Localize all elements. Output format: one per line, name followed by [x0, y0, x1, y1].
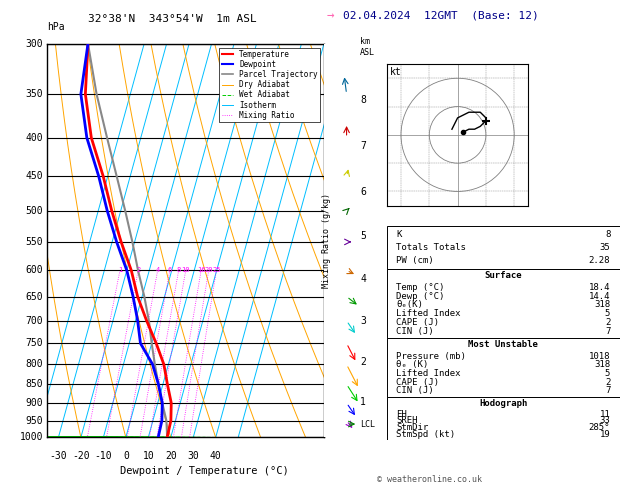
Text: Dewpoint / Temperature (°C): Dewpoint / Temperature (°C) [120, 466, 288, 476]
Text: 02.04.2024  12GMT  (Base: 12): 02.04.2024 12GMT (Base: 12) [343, 11, 538, 20]
Text: 10: 10 [182, 267, 190, 274]
Text: 300: 300 [25, 39, 43, 49]
Text: hPa: hPa [47, 21, 65, 32]
Text: 20: 20 [165, 451, 177, 461]
Text: 4: 4 [360, 274, 366, 284]
Text: CIN (J): CIN (J) [396, 386, 434, 395]
Text: kt: kt [389, 67, 401, 77]
Text: →: → [326, 9, 334, 22]
Text: 7: 7 [605, 327, 610, 336]
Text: 318: 318 [594, 361, 610, 369]
Text: 10: 10 [142, 451, 154, 461]
Text: 40: 40 [210, 451, 221, 461]
Text: StmDir: StmDir [396, 423, 428, 432]
Text: 25: 25 [212, 267, 221, 274]
Text: Lifted Index: Lifted Index [396, 369, 460, 378]
Text: 1: 1 [360, 398, 366, 407]
Text: © weatheronline.co.uk: © weatheronline.co.uk [377, 474, 482, 484]
Text: Temp (°C): Temp (°C) [396, 283, 445, 292]
Text: 18.4: 18.4 [589, 283, 610, 292]
Text: -10: -10 [94, 451, 112, 461]
Text: 450: 450 [25, 171, 43, 181]
Text: 2.28: 2.28 [589, 256, 610, 265]
Text: 8: 8 [177, 267, 181, 274]
Text: 3: 3 [360, 316, 366, 326]
Legend: Temperature, Dewpoint, Parcel Trajectory, Dry Adiabat, Wet Adiabat, Isotherm, Mi: Temperature, Dewpoint, Parcel Trajectory… [220, 48, 320, 122]
Text: 30: 30 [187, 451, 199, 461]
Text: 550: 550 [25, 237, 43, 247]
Text: 7: 7 [605, 386, 610, 395]
Text: 20: 20 [204, 267, 213, 274]
Text: 950: 950 [25, 416, 43, 426]
Text: 900: 900 [25, 398, 43, 408]
Text: Surface: Surface [484, 271, 522, 280]
Text: 1: 1 [118, 267, 122, 274]
Text: 6: 6 [168, 267, 172, 274]
Text: km
ASL: km ASL [360, 37, 375, 57]
Text: CAPE (J): CAPE (J) [396, 318, 439, 327]
Text: 500: 500 [25, 206, 43, 216]
Text: 800: 800 [25, 360, 43, 369]
Text: CIN (J): CIN (J) [396, 327, 434, 336]
Text: LCL: LCL [360, 419, 375, 429]
Text: 285°: 285° [589, 423, 610, 432]
Text: Totals Totals: Totals Totals [396, 243, 466, 252]
Text: 4: 4 [155, 267, 160, 274]
Text: θₑ (K): θₑ (K) [396, 361, 428, 369]
Text: 33: 33 [599, 417, 610, 425]
Text: 1000: 1000 [19, 433, 43, 442]
Text: 2: 2 [605, 378, 610, 386]
Text: 35: 35 [599, 243, 610, 252]
Text: 16: 16 [197, 267, 206, 274]
FancyBboxPatch shape [387, 269, 620, 338]
Text: -20: -20 [72, 451, 90, 461]
Text: K: K [396, 230, 401, 239]
Text: 5: 5 [605, 310, 610, 318]
Text: SREH: SREH [396, 417, 418, 425]
Text: 7: 7 [360, 141, 366, 151]
Text: 5: 5 [360, 231, 366, 241]
Text: 700: 700 [25, 316, 43, 326]
Text: 19: 19 [599, 430, 610, 439]
Text: Mixing Ratio (g/kg): Mixing Ratio (g/kg) [322, 193, 331, 288]
Text: Most Unstable: Most Unstable [468, 340, 538, 349]
Text: 6: 6 [360, 187, 366, 197]
Text: θₑ(K): θₑ(K) [396, 300, 423, 310]
Text: 5: 5 [605, 369, 610, 378]
Text: 8: 8 [360, 95, 366, 104]
Text: 400: 400 [25, 133, 43, 143]
Text: 1018: 1018 [589, 352, 610, 361]
Text: CAPE (J): CAPE (J) [396, 378, 439, 386]
Text: 14.4: 14.4 [589, 292, 610, 300]
Text: Hodograph: Hodograph [479, 399, 527, 408]
Text: 750: 750 [25, 338, 43, 348]
Text: 2: 2 [136, 267, 140, 274]
Text: 350: 350 [25, 89, 43, 99]
Text: Pressure (mb): Pressure (mb) [396, 352, 466, 361]
Text: 32°38'N  343°54'W  1m ASL: 32°38'N 343°54'W 1m ASL [88, 14, 257, 24]
Text: StmSpd (kt): StmSpd (kt) [396, 430, 455, 439]
Text: 8: 8 [605, 230, 610, 239]
FancyBboxPatch shape [387, 226, 620, 269]
Text: 650: 650 [25, 292, 43, 301]
Text: 11: 11 [599, 410, 610, 419]
Text: 850: 850 [25, 379, 43, 389]
Text: 318: 318 [594, 300, 610, 310]
Text: 0: 0 [123, 451, 129, 461]
Text: EH: EH [396, 410, 407, 419]
Text: 2: 2 [605, 318, 610, 327]
Text: Lifted Index: Lifted Index [396, 310, 460, 318]
FancyBboxPatch shape [387, 338, 620, 397]
Text: Dewp (°C): Dewp (°C) [396, 292, 445, 300]
Text: PW (cm): PW (cm) [396, 256, 434, 265]
Text: 2: 2 [360, 357, 366, 367]
Text: -30: -30 [50, 451, 67, 461]
Text: 600: 600 [25, 265, 43, 276]
FancyBboxPatch shape [387, 397, 620, 440]
